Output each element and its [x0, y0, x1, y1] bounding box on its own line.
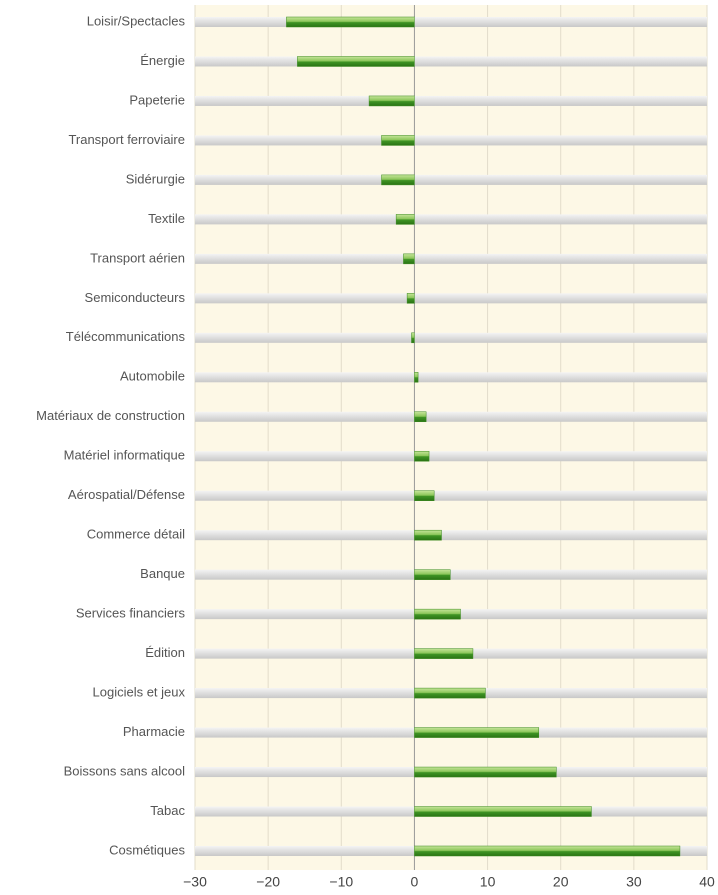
- y-tick-label: Tabac: [150, 803, 185, 818]
- bar-track: [195, 135, 707, 146]
- bar: [411, 332, 415, 344]
- y-tick-label: Cosmétiques: [109, 842, 185, 857]
- y-tick-label: Sidérurgie: [126, 171, 185, 186]
- y-tick-label: Transport aérien: [90, 250, 185, 265]
- bar-track: [195, 372, 707, 383]
- y-tick-label: Transport ferroviaire: [68, 132, 185, 147]
- y-tick-label: Énergie: [140, 53, 185, 68]
- x-tick-label: 0: [411, 874, 419, 890]
- bar-track: [195, 451, 707, 462]
- bar-track: [195, 174, 707, 185]
- bar: [414, 608, 461, 620]
- y-tick-label: Papeterie: [129, 92, 185, 107]
- bar-track: [195, 56, 707, 67]
- bar-track: [195, 490, 707, 501]
- bar: [395, 214, 415, 225]
- y-tick-label: Édition: [145, 645, 185, 660]
- x-tick-label: 20: [553, 874, 569, 890]
- bar: [403, 253, 415, 265]
- bar: [414, 490, 435, 501]
- bar-track: [195, 530, 707, 541]
- bar: [414, 766, 557, 778]
- bar-track: [195, 569, 707, 580]
- x-tick-label: −10: [329, 874, 353, 890]
- y-tick-label: Services financiers: [76, 606, 186, 621]
- x-tick-label: 40: [699, 874, 715, 890]
- bar: [414, 687, 486, 699]
- y-tick-label: Boissons sans alcool: [64, 763, 186, 778]
- bar-track: [195, 17, 707, 27]
- bar: [368, 95, 415, 107]
- x-tick-label: 10: [480, 874, 496, 890]
- bar: [381, 135, 415, 146]
- bar: [381, 174, 415, 186]
- bar-track: [195, 95, 707, 106]
- bar: [414, 372, 419, 383]
- bar-track: [195, 411, 707, 422]
- y-tick-label: Télécommunications: [66, 329, 186, 344]
- bar: [414, 727, 540, 738]
- y-tick-label: Automobile: [120, 369, 185, 384]
- y-tick-label: Pharmacie: [123, 724, 185, 739]
- bar-track: [195, 332, 707, 343]
- x-tick-label: 30: [626, 874, 642, 890]
- y-tick-label: Loisir/Spectacles: [87, 13, 186, 28]
- bar: [414, 845, 681, 857]
- x-tick-label: −30: [183, 874, 207, 890]
- bar: [414, 450, 430, 462]
- y-tick-label: Textile: [148, 211, 185, 226]
- bar-track: [195, 253, 707, 264]
- y-tick-label: Matériel informatique: [64, 448, 185, 463]
- bar: [414, 529, 442, 541]
- bar-track: [195, 214, 707, 225]
- bar: [414, 806, 592, 817]
- bar: [414, 569, 451, 580]
- y-tick-label: Logiciels et jeux: [93, 685, 186, 700]
- x-tick-label: −20: [256, 874, 280, 890]
- bar: [414, 411, 427, 423]
- y-tick-label: Commerce détail: [87, 527, 185, 542]
- y-tick-label: Matériaux de construction: [36, 408, 185, 423]
- bar-track: [195, 293, 707, 304]
- y-tick-label: Semiconducteurs: [85, 290, 186, 305]
- bar: [297, 56, 415, 67]
- y-tick-label: Banque: [140, 566, 185, 581]
- bar: [406, 293, 415, 304]
- plot-background: [195, 5, 707, 870]
- bar: [286, 16, 415, 28]
- bar: [414, 648, 474, 659]
- y-tick-label: Aérospatial/Défense: [68, 487, 185, 502]
